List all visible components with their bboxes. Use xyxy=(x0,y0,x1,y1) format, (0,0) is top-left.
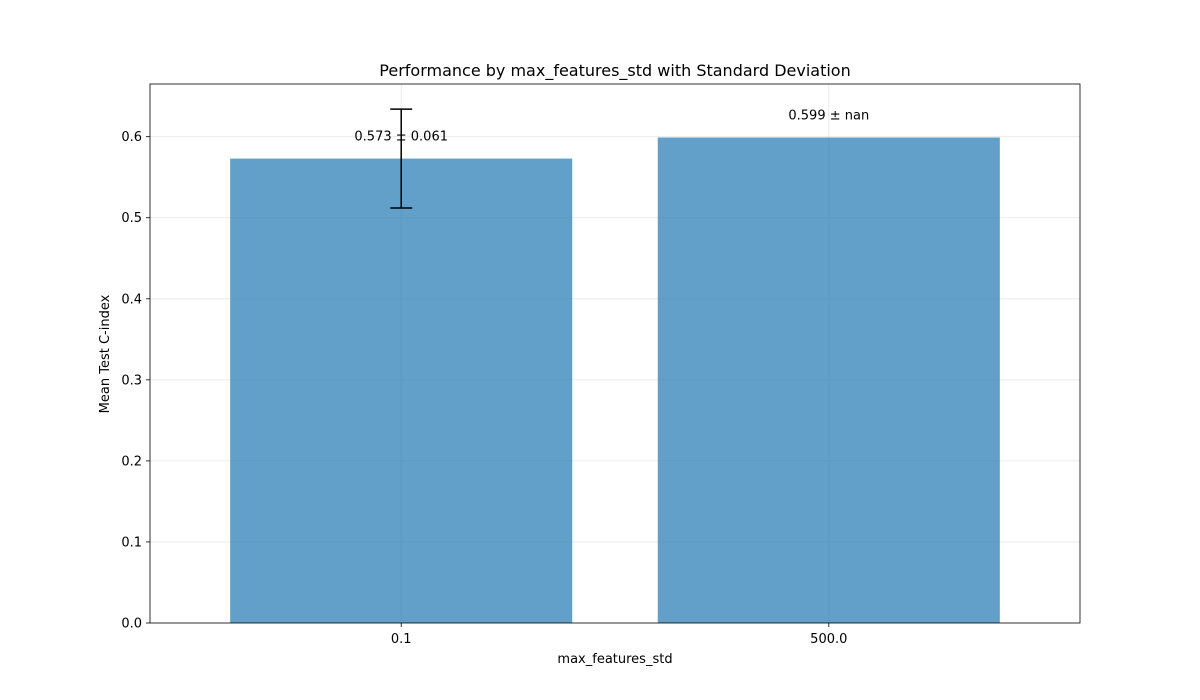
y-tick-label: 0.2 xyxy=(121,454,142,469)
bar xyxy=(230,158,573,623)
x-axis-label: max_features_std xyxy=(557,652,672,667)
y-tick-label: 0.5 xyxy=(121,211,142,226)
bar-data-label: 0.599 ± nan xyxy=(788,108,869,123)
error-bars xyxy=(390,108,413,209)
y-axis: 0.0 0.1 0.2 0.3 0.4 0.5 0.6 xyxy=(121,130,150,632)
x-axis: 0.1 500.0 xyxy=(391,623,847,647)
y-tick-label: 0.4 xyxy=(121,292,142,307)
y-axis-label: Mean Test C-index xyxy=(98,294,113,413)
plot-frame xyxy=(149,83,1081,624)
bar xyxy=(657,137,1000,623)
bars xyxy=(230,137,1000,623)
y-tick-label: 0.0 xyxy=(121,617,142,632)
y-tick-label: 0.3 xyxy=(121,373,142,388)
y-tick-label: 0.1 xyxy=(121,535,142,550)
y-tick-label: 0.6 xyxy=(121,130,142,145)
x-tick-label: 0.1 xyxy=(391,632,412,647)
bar-data-label: 0.573 ± 0.061 xyxy=(354,130,448,145)
data-labels: 0.573 ± 0.061 0.599 ± nan xyxy=(354,108,869,144)
x-tick-label: 500.0 xyxy=(810,632,847,647)
chart-title: Performance by max_features_std with Sta… xyxy=(379,61,850,81)
